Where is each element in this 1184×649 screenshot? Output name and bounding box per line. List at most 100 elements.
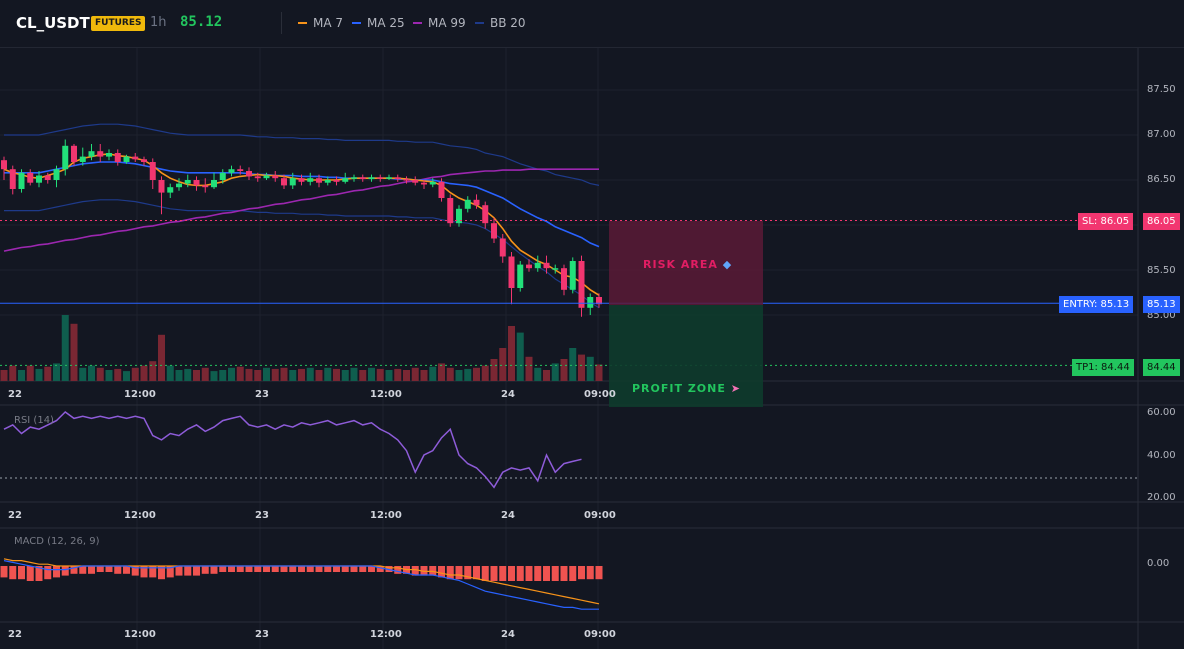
time-label: 12:00: [370, 510, 402, 521]
legend-bb20-label: BB 20: [490, 16, 526, 30]
volume-bar: [333, 368, 340, 381]
time-label: 23: [255, 510, 269, 521]
ma25-swatch-icon: [352, 22, 361, 24]
macd-hist-bar: [263, 566, 270, 572]
macd-hist-bar: [26, 566, 34, 581]
macd-hist-bar: [228, 566, 235, 572]
legend-ma7-label: MA 7: [313, 16, 344, 30]
candle-body: [473, 199, 480, 206]
volume-bar: [88, 365, 95, 381]
time-label: 23: [255, 389, 269, 400]
macd-hist-bar: [490, 566, 498, 581]
macd-hist-bar: [140, 566, 148, 578]
entry-tag[interactable]: ENTRY: 85.13: [1059, 296, 1134, 313]
volume-bar: [481, 365, 489, 381]
macd-hist-bar: [315, 566, 323, 572]
volume-bar: [473, 367, 480, 381]
rsi-title[interactable]: RSI (14): [14, 415, 54, 426]
macd-panel: [0, 558, 603, 610]
volume-bar: [158, 334, 165, 381]
last-price: 85.12: [180, 14, 223, 30]
candle-body: [403, 179, 410, 181]
volume-bar: [236, 366, 244, 381]
candle-body: [9, 169, 16, 189]
volume-bar: [289, 370, 297, 381]
macd-hist-bar: [595, 566, 603, 580]
header-divider: [281, 12, 282, 34]
macd-hist-bar: [289, 566, 297, 572]
candle-body: [184, 180, 191, 184]
macd-hist-bar: [455, 566, 463, 580]
macd-hist-bar: [254, 566, 262, 572]
sl-tag[interactable]: SL: 86.05: [1078, 213, 1134, 230]
macd-hist-bar: [79, 566, 87, 574]
candle-body: [429, 181, 436, 185]
macd-hist-bar: [499, 566, 507, 581]
volume-bar: [263, 367, 270, 381]
candle-body: [281, 178, 287, 186]
profit-zone-label: PROFIT ZONE ➤: [632, 382, 741, 395]
volume-bar: [149, 361, 157, 381]
candle-body: [158, 180, 165, 193]
volume-bar: [219, 370, 227, 381]
candle-body: [88, 151, 95, 157]
volume-bar: [306, 367, 314, 381]
macd-hist-bar: [551, 566, 559, 581]
legend-ma25[interactable]: MA 25: [352, 16, 405, 30]
legend-ma7[interactable]: MA 7: [298, 16, 343, 30]
time-label: 09:00: [584, 389, 616, 400]
volume-bar: [35, 368, 43, 381]
candle-body: [526, 264, 532, 269]
candle-body: [447, 198, 454, 224]
chart-grid: [0, 48, 1184, 649]
time-label: 24: [501, 629, 515, 640]
volume-bar: [245, 368, 253, 381]
macd-hist-bar: [341, 566, 349, 572]
candle-body: [517, 264, 524, 288]
macd-hist-bar: [350, 566, 358, 572]
volume-bar: [123, 371, 130, 381]
volume-bar: [578, 354, 585, 381]
volume-bar: [70, 323, 78, 381]
candle-body: [342, 178, 349, 182]
macd-hist-bar: [516, 566, 524, 581]
candle-body: [456, 208, 462, 224]
macd-title[interactable]: MACD (12, 26, 9): [14, 536, 100, 547]
ma99-line: [3, 168, 599, 252]
macd-hist-bar: [280, 566, 288, 572]
risk-area-box: [609, 221, 763, 305]
macd-hist-bar: [149, 566, 157, 578]
volume-bar: [420, 370, 428, 381]
macd-hist-bar: [236, 566, 244, 572]
legend-ma99[interactable]: MA 99: [413, 16, 466, 30]
candle-body: [211, 180, 217, 188]
price-axis-label: 87.00: [1147, 129, 1176, 140]
volume-bar: [175, 370, 183, 381]
candle-body: [53, 169, 60, 180]
candle-body: [316, 178, 322, 183]
candle-body: [141, 159, 147, 162]
volume-bar: [455, 370, 463, 381]
candle-body: [333, 180, 340, 182]
legend-bb20[interactable]: BB 20: [475, 16, 526, 30]
volume-bars: [0, 315, 603, 381]
timeframe-selector[interactable]: 1h: [150, 15, 167, 30]
volume-bar: [464, 368, 472, 381]
macd-hist-bar: [9, 566, 17, 580]
macd-hist-bar: [105, 566, 113, 572]
candle-body: [394, 177, 401, 180]
time-label: 24: [501, 510, 515, 521]
bb-lower-line: [4, 199, 600, 309]
candlesticks: [1, 139, 602, 317]
price-chart-canvas[interactable]: [0, 48, 1184, 649]
candle-body: [79, 156, 86, 162]
legend-ma25-label: MA 25: [367, 16, 405, 30]
sl-price-tag: 86.05: [1143, 213, 1180, 230]
macd-hist-bar: [543, 566, 550, 581]
profit-zone-text: PROFIT ZONE: [632, 382, 726, 395]
candle-body: [254, 176, 261, 179]
symbol-name[interactable]: CL_USDT: [16, 14, 90, 32]
macd-hist-bar: [333, 566, 340, 572]
macd-hist-bar: [201, 566, 209, 574]
tp1-tag[interactable]: TP1: 84.44: [1072, 359, 1134, 376]
